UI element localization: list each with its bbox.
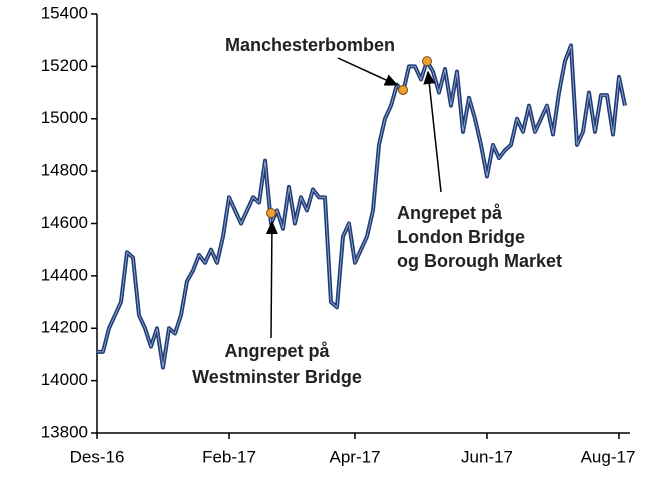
x-tick-label: Apr-17 — [329, 447, 380, 466]
y-tick-label: 13800 — [41, 422, 88, 441]
annotation-text: London Bridge — [397, 227, 525, 247]
x-tick-label: Jun-17 — [461, 447, 513, 466]
series-line-highlight — [97, 45, 626, 368]
annotation-arrow — [265, 220, 278, 339]
annotation-text: og Borough Market — [397, 251, 562, 271]
annotation-point — [422, 56, 432, 67]
y-tick-label: 14400 — [41, 265, 88, 284]
annotation-arrow — [423, 70, 442, 193]
x-tick-label: Feb-17 — [202, 447, 256, 466]
annotation-point — [266, 208, 276, 219]
y-tick-label: 14800 — [41, 161, 88, 180]
series-line — [97, 43, 627, 370]
y-tick-label: 14200 — [41, 318, 88, 337]
y-tick-label: 15200 — [41, 56, 88, 75]
annotation-arrow — [337, 57, 399, 86]
annotation-text: Manchesterbomben — [225, 35, 395, 55]
x-tick-label: Des-16 — [70, 447, 125, 466]
y-tick-label: 15000 — [41, 108, 88, 127]
x-tick-label: Aug-17 — [581, 447, 636, 466]
annotation-text: Westminster Bridge — [192, 367, 362, 387]
annotation-text: Angrepet på — [224, 341, 330, 361]
y-tick-label: 14600 — [41, 213, 88, 232]
y-tick-label: 14000 — [41, 370, 88, 389]
annotation-point — [398, 84, 408, 95]
annotation-text: Angrepet på — [397, 203, 503, 223]
y-tick-label: 15400 — [41, 3, 88, 22]
